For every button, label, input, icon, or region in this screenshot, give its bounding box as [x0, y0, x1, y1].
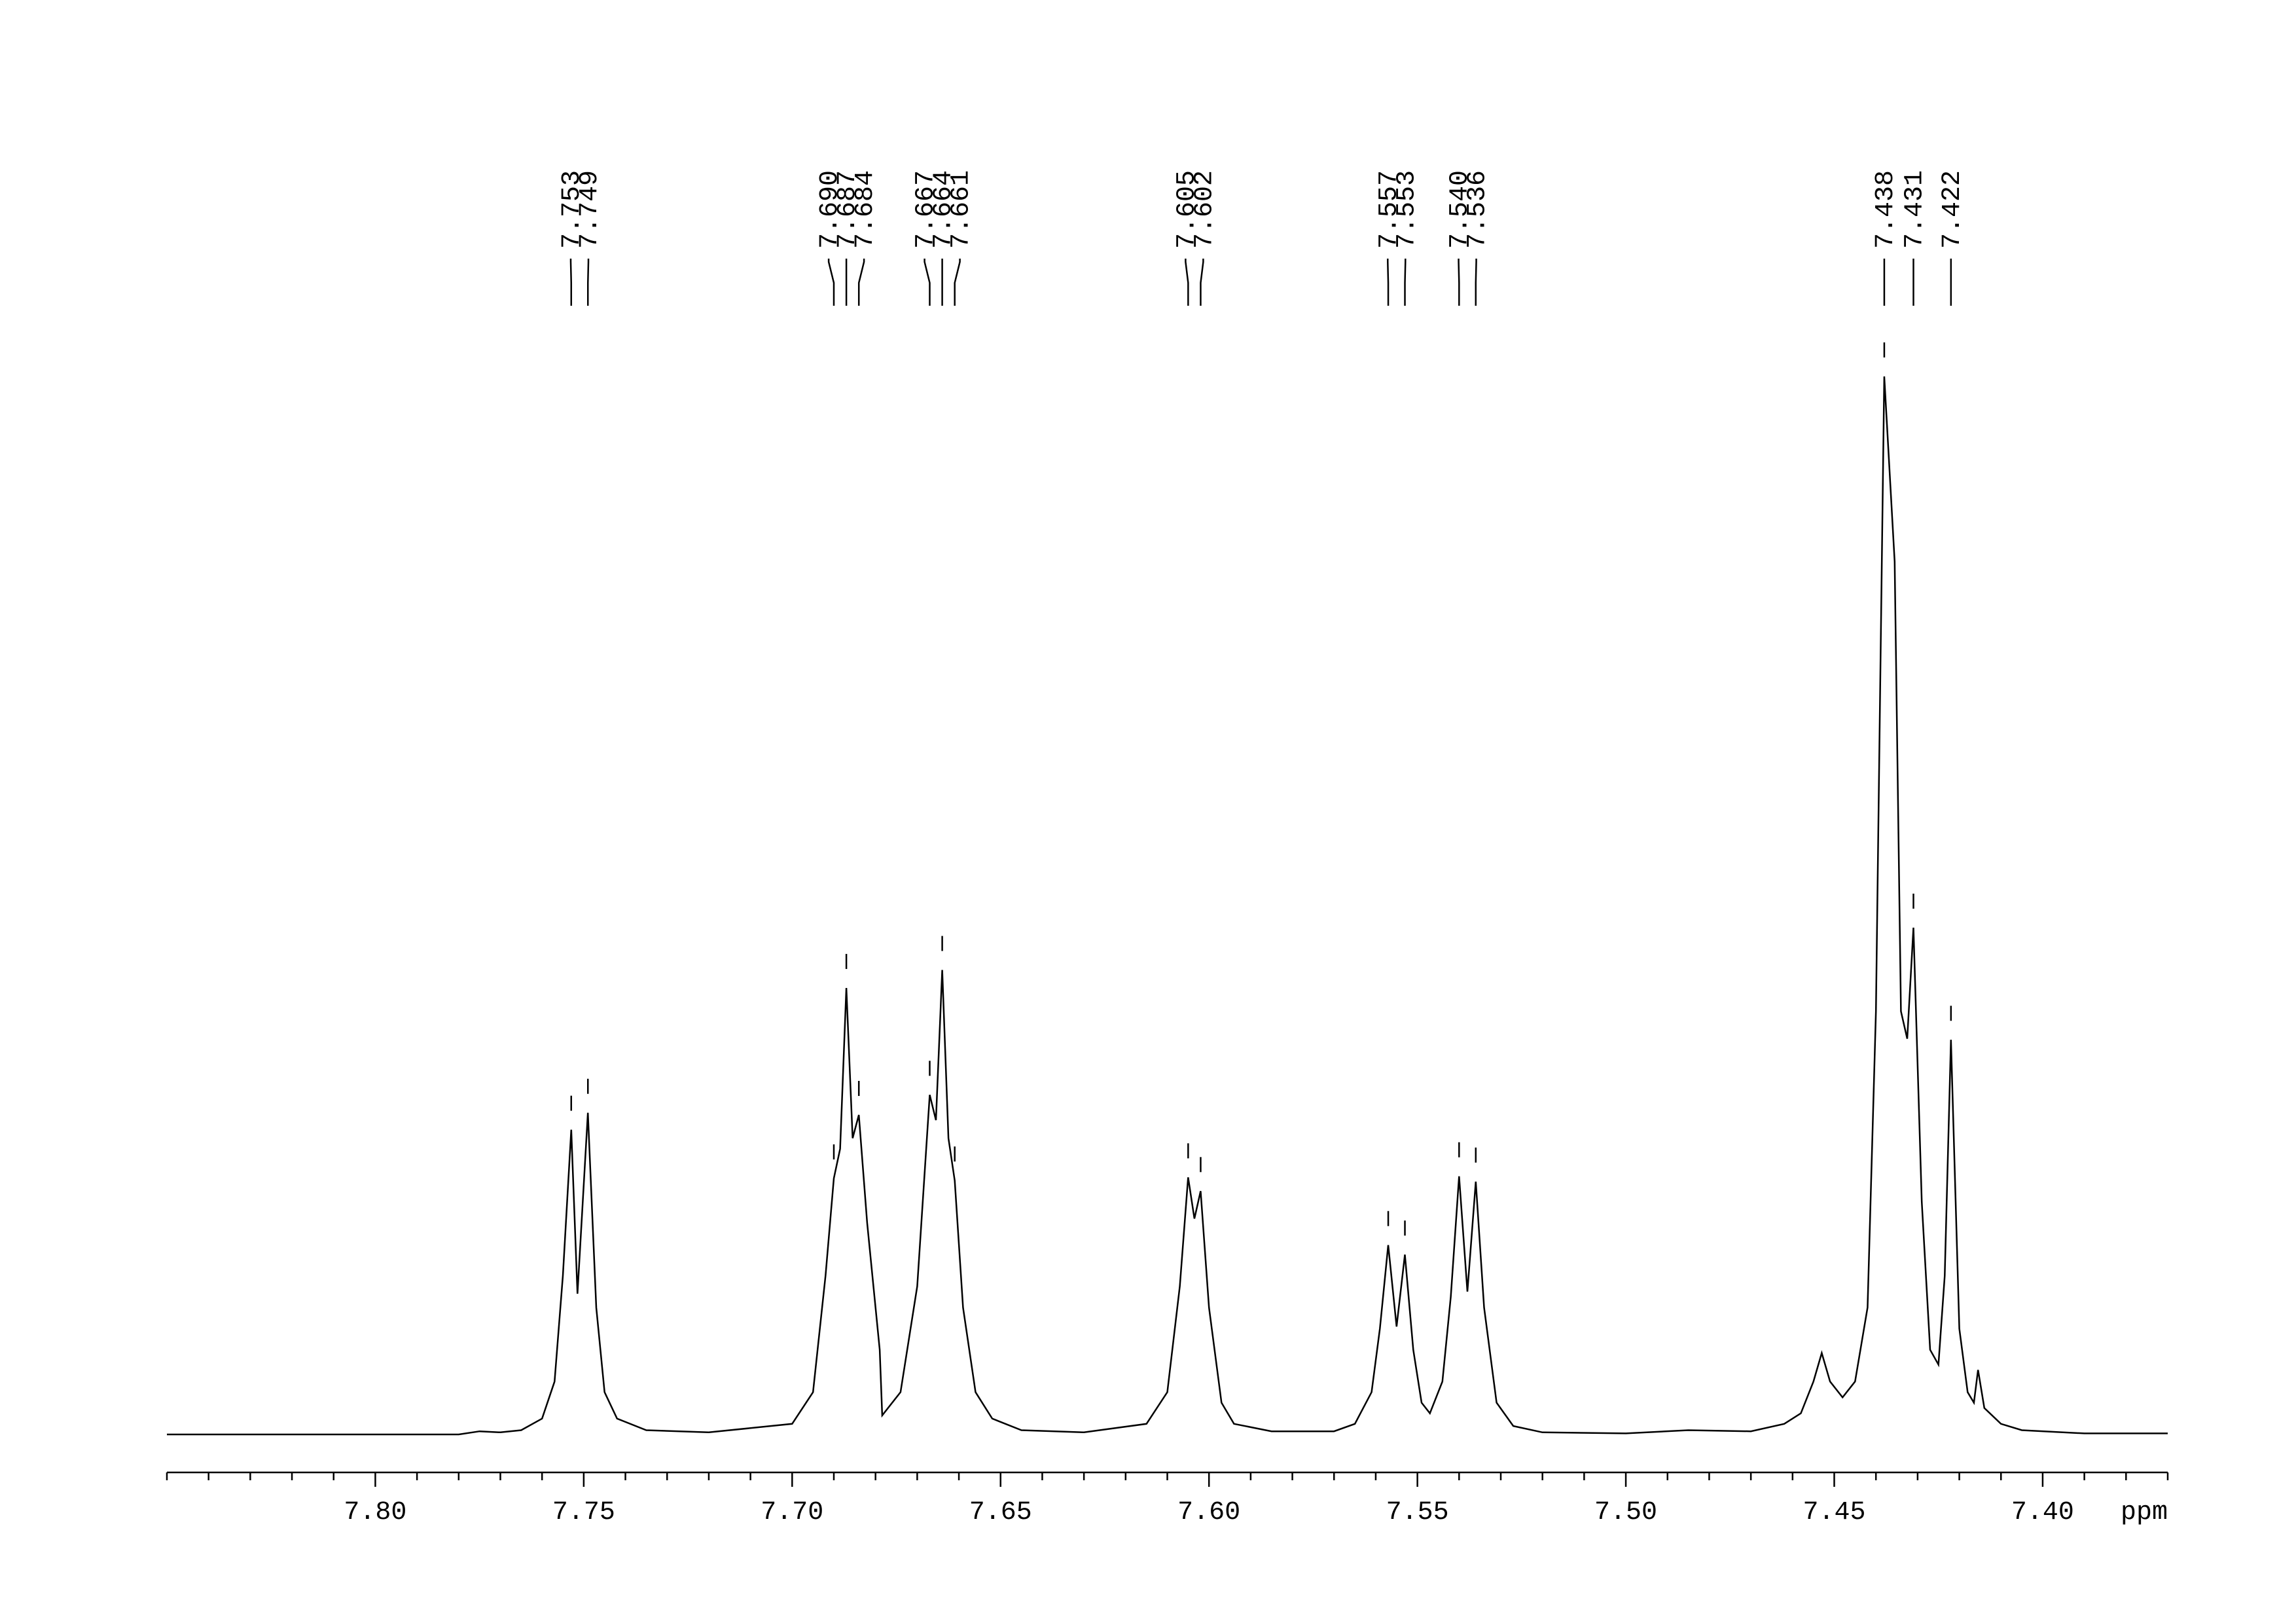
x-tick-label: 7.70	[761, 1498, 823, 1527]
spectrum-line	[167, 376, 2168, 1436]
peak-connector	[1185, 259, 1189, 306]
peak-label: 7.749	[575, 170, 605, 249]
x-tick-label: 7.65	[969, 1498, 1032, 1527]
peak-label: 7.684	[851, 170, 880, 249]
peak-label: 7.438	[1871, 170, 1901, 249]
peak-connector	[1475, 259, 1477, 306]
peak-label: 7.422	[1938, 170, 1967, 249]
x-tick-label: 7.75	[552, 1498, 615, 1527]
peak-label: 7.553	[1392, 170, 1422, 249]
peak-connector	[954, 259, 961, 306]
peak-connector	[827, 259, 835, 306]
peak-label: 7.540	[1446, 170, 1475, 249]
peak-connector	[1404, 259, 1407, 306]
x-tick-label: 7.80	[344, 1498, 406, 1527]
peak-label: 7.557	[1374, 170, 1404, 249]
peak-label: 7.536	[1463, 170, 1493, 249]
peak-label: 7.602	[1190, 170, 1219, 249]
x-tick-label: 7.45	[1803, 1498, 1865, 1527]
x-tick-label: 7.55	[1386, 1498, 1449, 1527]
peak-label: 7.687	[833, 170, 863, 249]
peak-connector	[1458, 259, 1460, 306]
peak-label: 7.690	[816, 170, 845, 249]
peak-connector	[857, 259, 865, 306]
peak-label: 7.667	[912, 170, 941, 249]
peak-label: 7.753	[558, 170, 587, 249]
peak-label: 7.431	[1901, 170, 1930, 249]
x-tick-label: 7.40	[2011, 1498, 2074, 1527]
peak-label: 7.661	[947, 170, 977, 249]
x-axis-label: ppm	[2121, 1498, 2168, 1527]
peak-label: 7.664	[929, 170, 959, 249]
x-tick-label: 7.60	[1177, 1498, 1240, 1527]
x-tick-label: 7.50	[1594, 1498, 1657, 1527]
peak-label: 7.605	[1172, 170, 1202, 249]
peak-connector	[924, 259, 931, 306]
peak-connector	[1200, 259, 1204, 306]
